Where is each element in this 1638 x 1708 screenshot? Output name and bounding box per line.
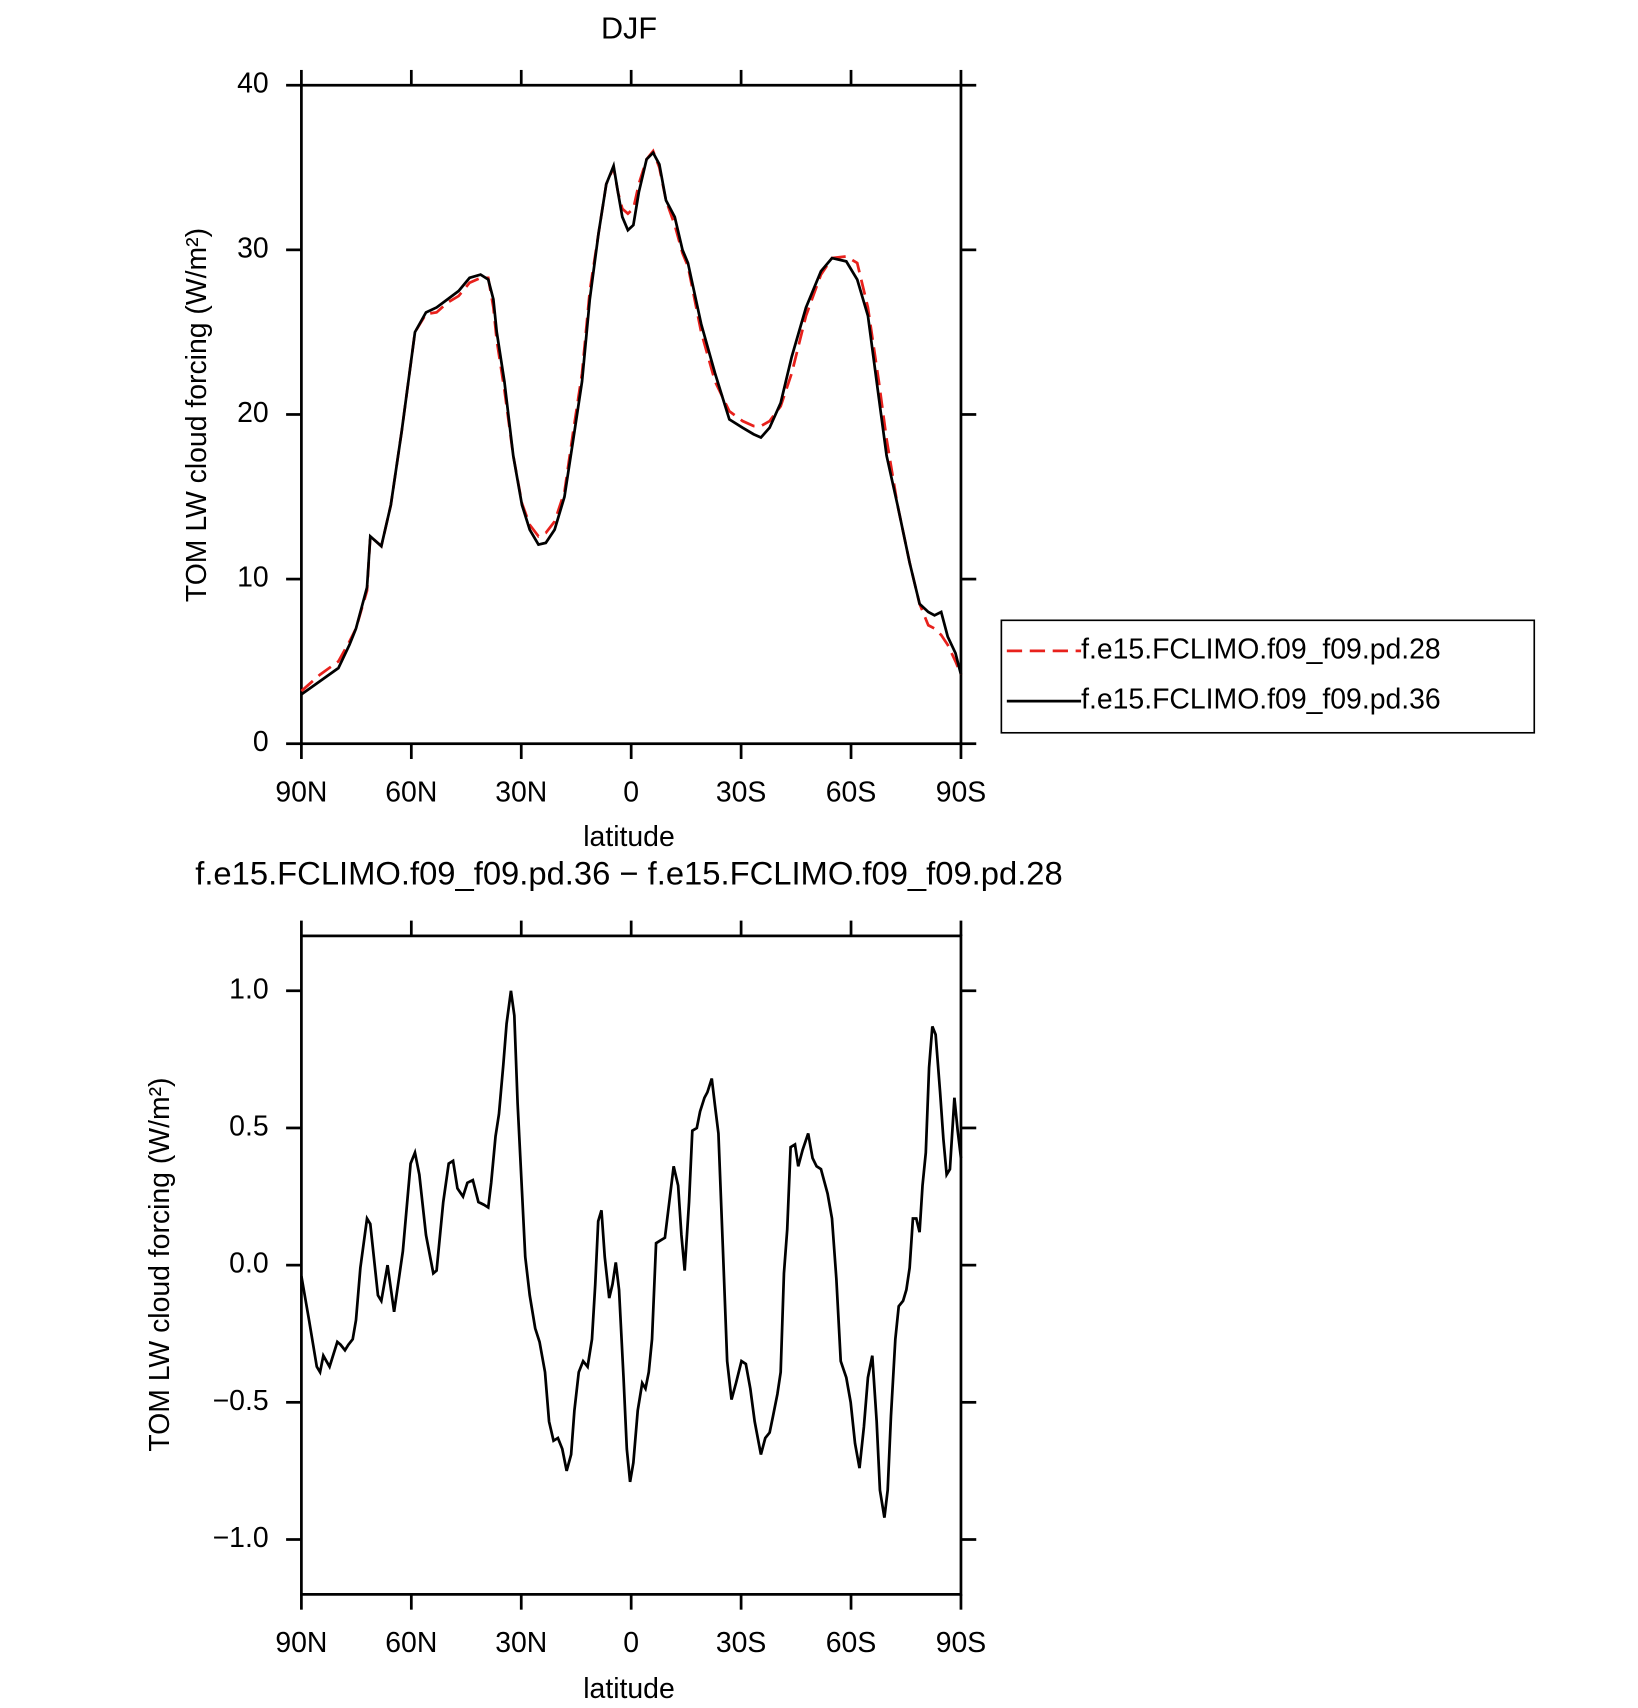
x-tick-label: 60N (385, 1627, 437, 1659)
chart-title: f.e15.FCLIMO.f09_f09.pd.36 − f.e15.FCLIM… (195, 854, 1063, 891)
line-series (300, 990, 963, 1518)
x-tick-label: 30S (716, 776, 767, 808)
x-axis-label: latitude (583, 821, 674, 853)
legend-label: f.e15.FCLIMO.f09_f09.pd.36 (1081, 684, 1441, 716)
y-tick-label: 30 (237, 232, 269, 264)
y-tick-label: −0.5 (213, 1385, 269, 1417)
x-axis-label: latitude (583, 1673, 674, 1705)
y-axis-label: TOM LW cloud forcing (W/m²) (144, 1078, 176, 1452)
y-tick-label: 40 (237, 68, 269, 100)
x-tick-label: 30N (495, 776, 547, 808)
x-tick-label: 30S (716, 1627, 767, 1659)
legend-box (1000, 619, 1536, 734)
x-tick-label: 0 (623, 776, 639, 808)
y-tick-label: 0.5 (229, 1110, 268, 1142)
chart-title: DJF (601, 12, 657, 46)
x-tick-label: 60S (826, 776, 877, 808)
y-tick-label: 10 (237, 562, 269, 594)
x-tick-label: 90S (936, 776, 987, 808)
x-tick-label: 60S (826, 1627, 877, 1659)
y-axis-label: TOM LW cloud forcing (W/m²) (181, 228, 213, 602)
y-tick-label: 20 (237, 397, 269, 429)
x-tick-label: 30N (495, 1627, 547, 1659)
x-tick-label: 0 (623, 1627, 639, 1659)
x-tick-label: 60N (385, 776, 437, 808)
plot-frame (300, 83, 963, 746)
x-tick-label: 90N (275, 1627, 327, 1659)
line-series (300, 148, 963, 693)
y-tick-label: 1.0 (229, 973, 268, 1005)
legend-label: f.e15.FCLIMO.f09_f09.pd.28 (1081, 633, 1441, 665)
x-tick-label: 90N (275, 776, 327, 808)
x-tick-label: 90S (936, 1627, 987, 1659)
y-tick-label: 0.0 (229, 1248, 268, 1280)
line-series (300, 150, 963, 696)
y-tick-label: 0 (253, 726, 269, 758)
y-tick-label: −1.0 (213, 1522, 269, 1554)
